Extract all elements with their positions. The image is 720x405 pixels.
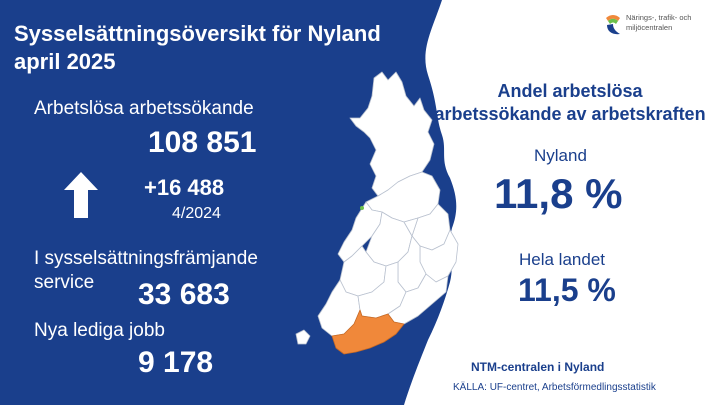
footer-organization: NTM-centralen i Nyland xyxy=(471,360,605,374)
map-dot xyxy=(360,206,364,210)
title-line-1: Sysselsättningsöversikt för Nyland xyxy=(14,21,381,46)
page-title: Sysselsättningsöversikt för Nyland april… xyxy=(14,20,381,76)
ntm-logo-text: Närings-, trafik- och miljöcentralen xyxy=(626,13,691,33)
country-share-value: 11,5 % xyxy=(518,272,616,308)
share-heading-line-2: arbetssökande av arbetskraften xyxy=(434,104,706,124)
vacancies-value: 9 178 xyxy=(138,346,214,379)
logo-line-1: Närings-, trafik- och xyxy=(626,13,692,22)
ntm-logo: Närings-, trafik- och miljöcentralen xyxy=(604,10,714,50)
country-share-label: Hela landet xyxy=(519,250,606,269)
unemployed-change: +16 488 xyxy=(144,175,225,200)
vacancies-label: Nya lediga jobb xyxy=(34,320,165,341)
map-region-aland xyxy=(295,329,311,345)
region-share-value: 11,8 % xyxy=(494,170,623,217)
logo-line-2: miljöcentralen xyxy=(626,23,673,32)
unemployed-label: Arbetslösa arbetssökande xyxy=(34,98,254,119)
unemployed-value: 108 851 xyxy=(148,126,257,159)
share-heading-line-1: Andel arbetslösa xyxy=(497,81,643,101)
region-share-label: Nyland xyxy=(534,146,587,165)
arrow-up-icon xyxy=(64,172,98,218)
ntm-logo-icon xyxy=(606,15,620,35)
services-value: 33 683 xyxy=(138,278,230,311)
services-label-line-1: I sysselsättningsfrämjande xyxy=(34,248,258,269)
share-heading: Andel arbetslösa arbetssökande av arbets… xyxy=(420,80,720,126)
title-line-2: april 2025 xyxy=(14,49,116,74)
unemployed-change-ref: 4/2024 xyxy=(172,205,221,222)
finland-map xyxy=(295,71,459,355)
services-label-line-2: service xyxy=(34,272,95,293)
map-region-uusimaa xyxy=(331,309,405,355)
footer-source: KÄLLA: UF-centret, Arbetsförmedlingsstat… xyxy=(453,382,656,393)
